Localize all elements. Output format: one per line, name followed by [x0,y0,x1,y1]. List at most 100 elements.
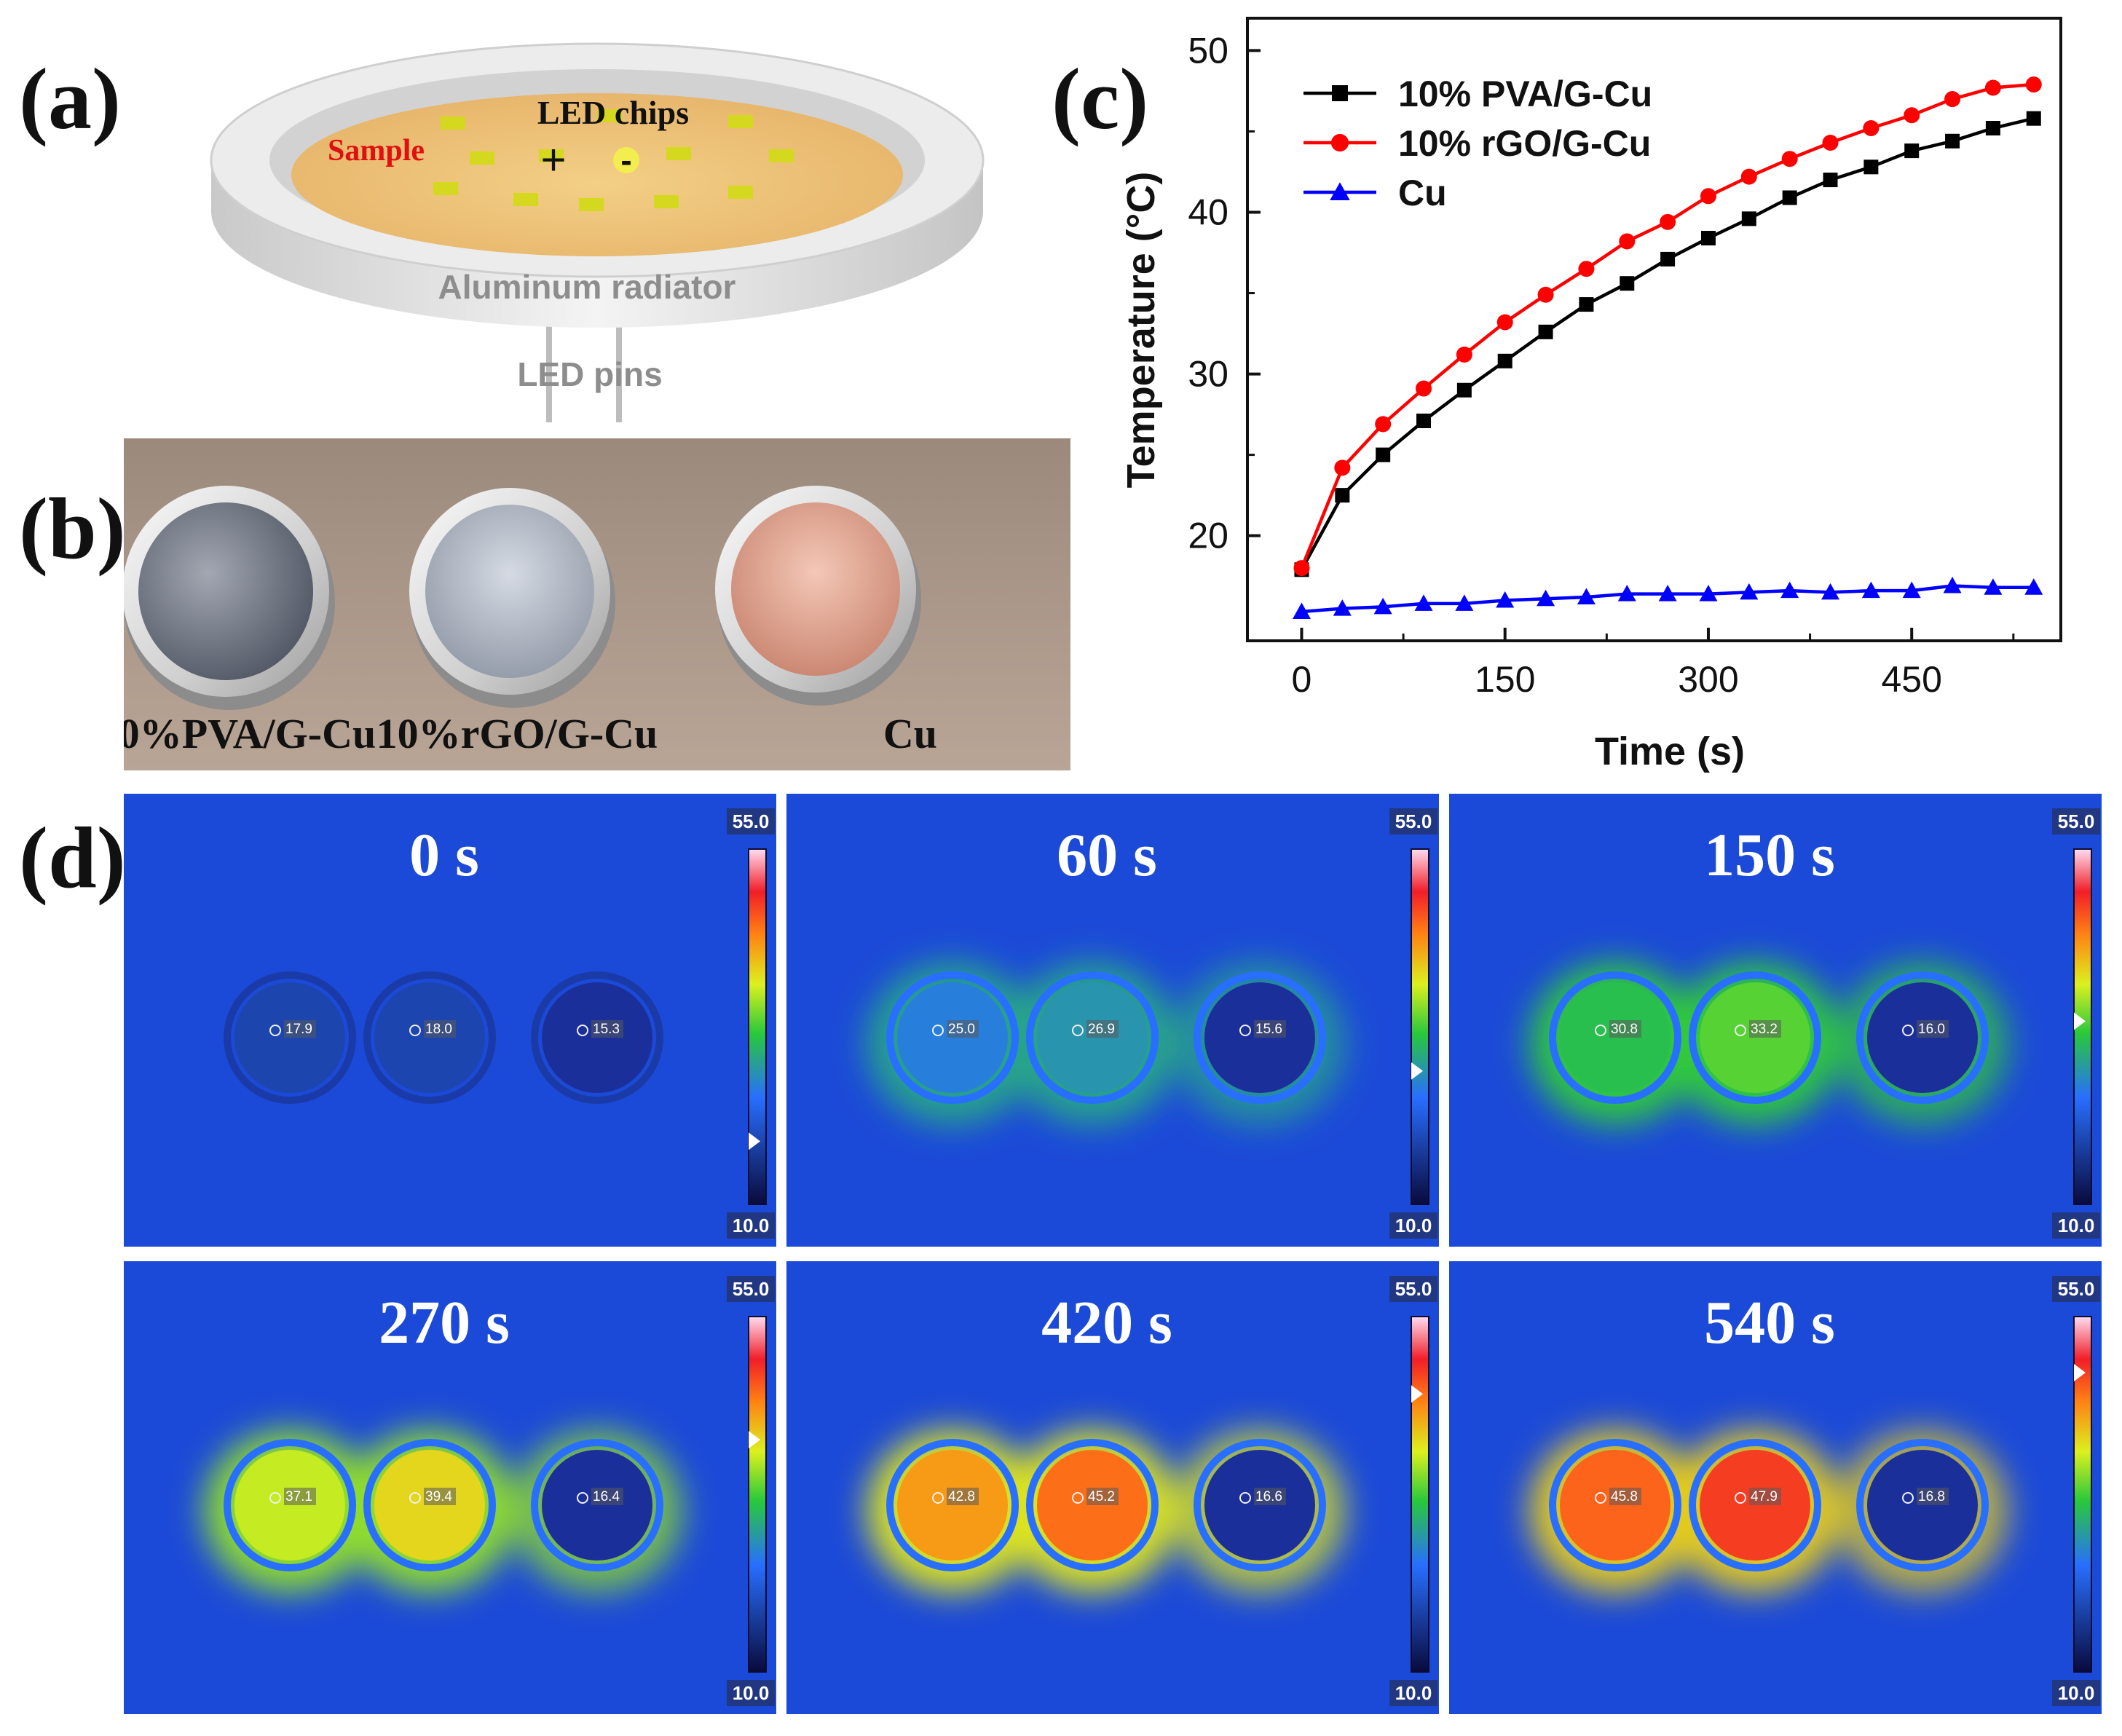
scale-marker [749,1132,760,1151]
sample-label: Sample [328,134,425,167]
scale-max-label: 55.0 [733,1278,770,1300]
scale-max-label: 55.0 [733,810,770,832]
scale-marker [2074,1363,2086,1381]
sample-disc-rgo [409,488,615,708]
data-point [1617,585,1636,601]
temperature-reading: 42.8 [948,1489,975,1504]
data-point [1456,382,1472,398]
scale-min-box [1389,1212,1437,1239]
sample-spot-1: 18.0 [363,971,496,1104]
data-point [1863,159,1879,175]
data-point [1904,143,1920,159]
data-point [1944,91,1961,108]
panel-label-d: (d) [19,809,126,906]
sample-rim [1194,1439,1326,1571]
thermal-image: 42.8 45.2 16.6 420 s 55.0 10.0 [786,1261,1439,1714]
panel-label-c: (c) [1052,50,1149,147]
frame-time-label: 60 s [1057,821,1157,889]
data-point [1740,583,1759,600]
led-pin [546,320,552,422]
crosshair-icon [932,1492,944,1504]
sample-rim [1194,971,1326,1104]
data-point [1416,380,1432,397]
x-axis-ticks: 0 150 300 450 [1292,628,2015,700]
crosshair-icon [1595,1025,1606,1036]
data-point [1293,560,1310,577]
thermal-frame: 17.9 18.0 15.3 0 s 55.0 10.0 [124,794,776,1247]
series-0 [1294,111,2041,577]
data-point [1577,588,1596,605]
sample-spot-2: 16.8 [1856,1439,1989,1571]
sample-spot-0: 30.8 [1549,971,1681,1104]
thermal-image: 37.1 39.4 16.4 270 s 55.0 10.0 [124,1261,776,1714]
temperature-reading: 47.9 [1751,1489,1778,1504]
sample-rim [1549,1439,1681,1571]
data-point [1414,594,1433,611]
crosshair-icon [1239,1025,1251,1036]
scale-min-label: 10.0 [733,1215,770,1236]
color-scale-bar [748,848,767,1205]
y-axis-ticks: 20 30 40 50 [1188,30,1261,556]
data-point [1376,447,1391,462]
sample-rim [1689,971,1821,1104]
sample-spot-0: 42.8 [886,1439,1019,1571]
temperature-reading: 16.6 [1255,1489,1282,1504]
temperature-reading: 15.6 [1255,1022,1282,1037]
frame-time-label: 420 s [1041,1289,1172,1357]
panel-label-a: (a) [19,50,121,147]
sample-rim [224,1439,356,1571]
thermal-image: 45.8 47.9 16.8 540 s 55.0 10.0 [1449,1261,2102,1714]
led-pin [616,320,622,422]
reading-box [424,1488,456,1505]
temperature-reading: 16.4 [593,1489,620,1504]
series-layer [1292,76,2043,620]
frame-time-label: 540 s [1704,1289,1835,1357]
data-point [1455,594,1474,611]
reading-box [1917,1020,1949,1038]
reading-box [1609,1488,1641,1505]
scale-max-box [1389,1276,1437,1302]
sample-disc-cu [715,486,921,706]
x-tick-label: 300 [1678,659,1738,700]
sample-spot-1: 47.9 [1689,1439,1821,1571]
thermal-frame: 30.8 33.2 16.0 150 s 55.0 10.0 [1449,794,2102,1247]
sample-rim [1026,1439,1159,1571]
crosshair-icon [1902,1492,1914,1504]
thermal-image-grid: 17.9 18.0 15.3 0 s 55.0 10.0 25.0 26.9 15.6 60 s 5… [124,794,2105,1733]
x-tick-label: 450 [1881,659,1941,700]
data-point [1781,151,1798,167]
temperature-chart: 20 30 40 50 0 150 300 450 10% PVA/G-Cu 10% rGO/… [1119,17,2062,773]
scale-marker [2074,1012,2086,1030]
crosshair-icon [932,1025,944,1036]
data-point [1902,581,1921,599]
y-tick-label: 30 [1188,354,1228,395]
data-point [1620,276,1635,291]
thermal-frame: 37.1 39.4 16.4 270 s 55.0 10.0 [124,1261,776,1714]
data-point [1373,597,1392,615]
scale-min-box [2052,1680,2100,1706]
data-point [1578,261,1595,277]
crosshair-icon [269,1492,281,1504]
sample-spot-2: 16.0 [1856,971,1989,1104]
reading-box [591,1488,623,1505]
sample-rim [1026,971,1159,1104]
scale-min-box [727,1680,775,1706]
data-point [1416,413,1432,428]
led-chips-label: LED chips [537,94,689,131]
temperature-reading: 16.0 [1918,1022,1945,1037]
scale-min-label: 10.0 [1395,1682,1432,1704]
minus-sign: - [620,141,631,179]
crosshair-icon [1902,1025,1914,1036]
sample-spot-2: 15.3 [531,971,663,1104]
reading-box [1254,1488,1286,1505]
sample-spot-0: 37.1 [224,1439,356,1571]
legend: 10% PVA/G-Cu 10% rGO/G-Cu Cu [1303,74,1652,213]
sample-label-pva: 10%PVA/G-Cu [124,710,376,757]
legend-label: 10% PVA/G-Cu [1398,74,1652,114]
data-point [1904,107,1920,124]
radiator-label: Aluminum radiator [438,268,736,306]
sample-spot-1: 33.2 [1689,971,1821,1104]
led-schematic: LED chips Sample + - Aluminum radiator L… [210,42,985,422]
series-2 [1292,576,2043,620]
sample-spot-0: 45.8 [1549,1439,1681,1571]
